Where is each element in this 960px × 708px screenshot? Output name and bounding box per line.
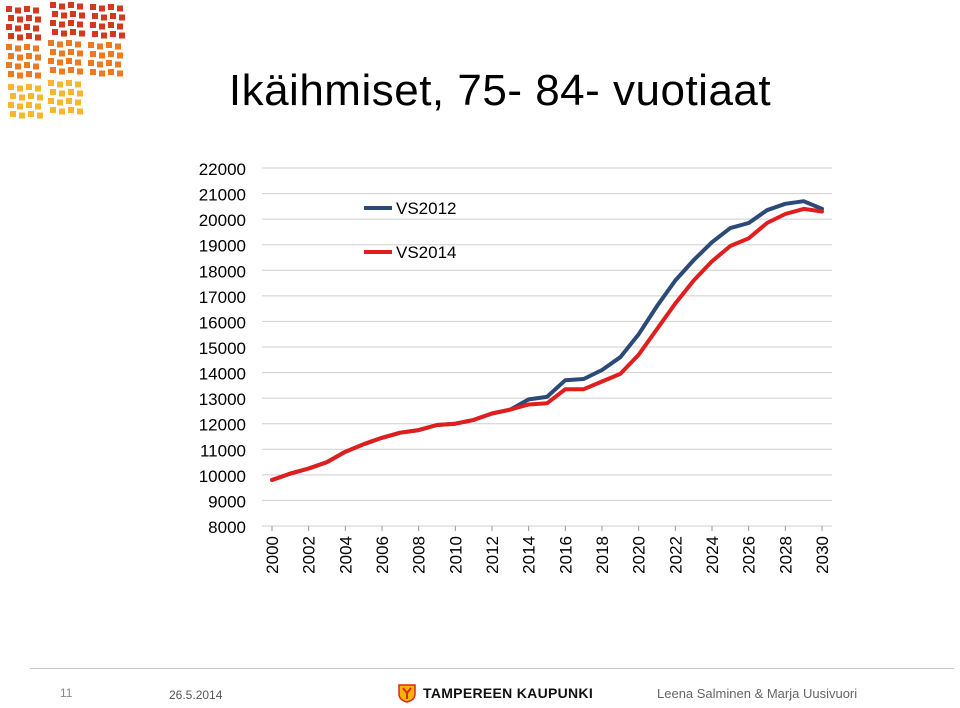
- x-tick-label: 2000: [263, 536, 282, 574]
- y-tick-label: 9000: [208, 492, 246, 511]
- organization-name: TAMPEREEN KAUPUNKI: [423, 685, 594, 701]
- line-chart: 8000 9000 10000 11000 12000 13000 14000 15000 16…: [199, 160, 832, 574]
- logo-tile: [48, 80, 83, 115]
- authors: Leena Salminen & Marja Uusivuori: [657, 686, 858, 701]
- footer-divider: [30, 668, 954, 669]
- x-tick-label: 2026: [740, 536, 759, 574]
- series-line-vs2014: [270, 206, 824, 482]
- x-tick-label: 2020: [630, 536, 649, 574]
- x-tick-label: 2014: [520, 536, 539, 574]
- slide-date: 26.5.2014: [169, 688, 223, 702]
- y-tick-label: 18000: [199, 262, 246, 281]
- page-number: 11: [60, 686, 73, 700]
- legend-label: VS2012: [396, 199, 457, 218]
- y-tick-label: 19000: [199, 237, 246, 256]
- y-tick-label: 12000: [199, 416, 246, 435]
- logo-tile: [6, 44, 41, 79]
- x-tick-label: 2002: [300, 536, 319, 574]
- tampere-grid-logo-icon: [6, 2, 125, 119]
- y-tick-label: 15000: [199, 339, 246, 358]
- page-title: Ikäihmiset, 75- 84- vuotiaat: [228, 66, 772, 115]
- y-tick-label: 14000: [199, 365, 246, 384]
- logo-tile: [48, 40, 83, 75]
- x-tick-label: 2016: [556, 536, 575, 574]
- y-tick-label: 17000: [199, 288, 246, 307]
- logo-tile: [6, 6, 41, 41]
- x-tick-label: 2018: [593, 536, 612, 574]
- y-tick-label: 21000: [199, 186, 246, 205]
- x-tick-label: 2004: [336, 536, 355, 574]
- x-tick-label: 2028: [776, 536, 795, 574]
- y-tick-label: 22000: [199, 160, 246, 179]
- y-tick-label: 11000: [200, 441, 246, 460]
- x-tick-label: 2010: [446, 536, 465, 574]
- y-tick-label: 16000: [199, 313, 246, 332]
- y-tick-label: 20000: [199, 211, 246, 230]
- x-tick-label: 2006: [373, 536, 392, 574]
- logo-tile: [90, 4, 125, 39]
- organization-brand: TAMPEREEN KAUPUNKI: [397, 683, 593, 703]
- legend-label: VS2014: [396, 243, 457, 262]
- y-tick-label: 8000: [208, 518, 246, 537]
- logo-tile: [8, 84, 43, 119]
- x-tick-label: 2008: [410, 536, 429, 574]
- y-tick-label: 10000: [199, 467, 246, 486]
- logo-tile: [50, 2, 85, 37]
- tampere-crest-icon: [398, 684, 416, 703]
- x-tick-label: 2030: [813, 536, 832, 574]
- x-tick-label: 2024: [703, 536, 722, 574]
- x-tick-label: 2012: [483, 536, 502, 574]
- logo-tile: [88, 42, 123, 77]
- y-tick-label: 13000: [199, 390, 246, 409]
- x-tick-label: 2022: [666, 536, 685, 574]
